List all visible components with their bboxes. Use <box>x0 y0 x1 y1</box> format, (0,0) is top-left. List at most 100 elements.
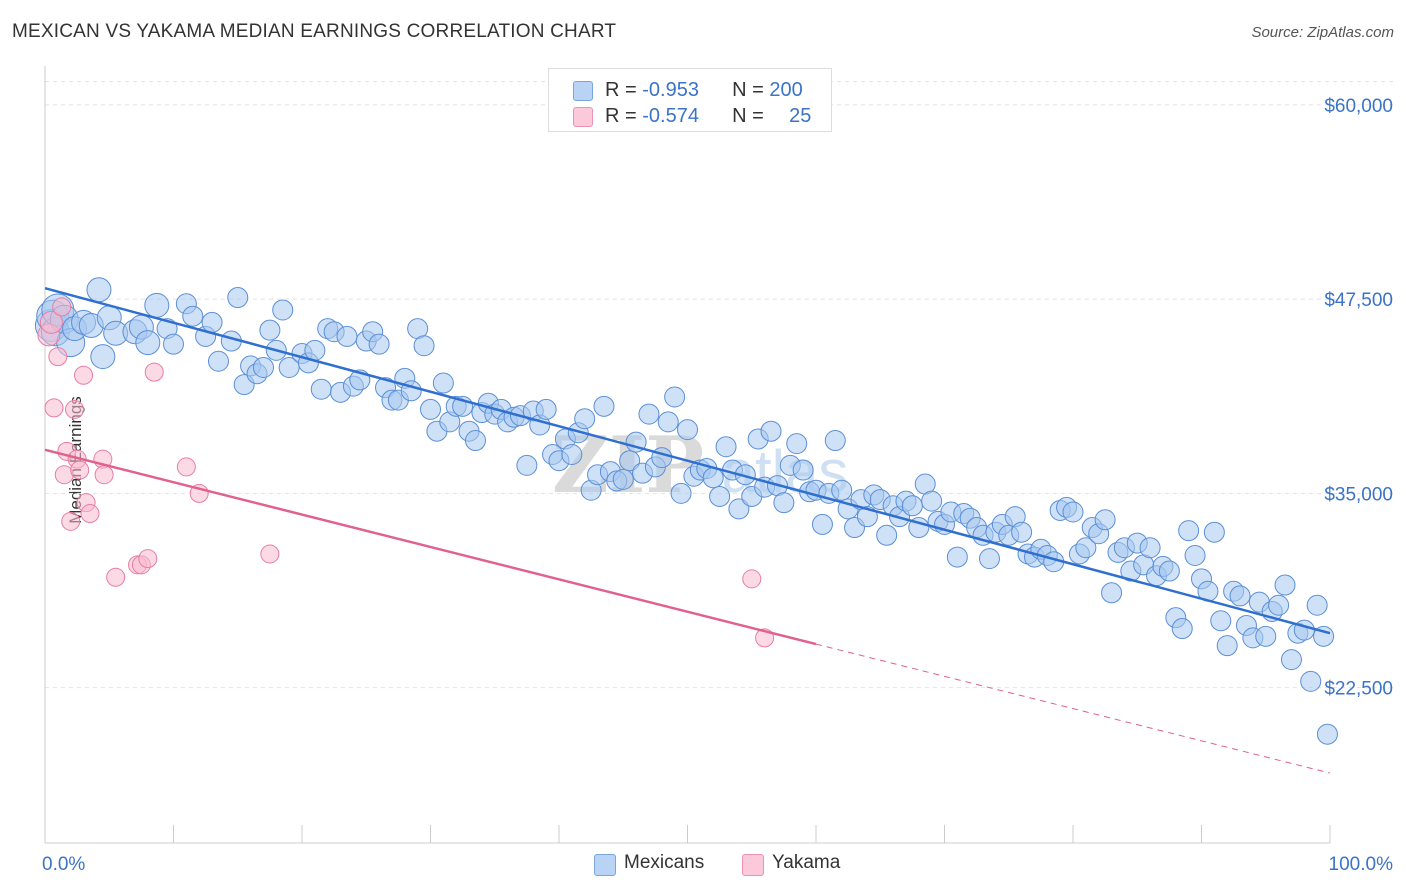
legend-mexicans-label: Mexicans <box>624 852 705 873</box>
yakama-point <box>80 504 100 524</box>
yakama-point <box>39 310 63 334</box>
mexicans-point <box>1280 649 1302 671</box>
mexicans-point <box>1306 594 1328 616</box>
mexicans-point <box>619 450 641 472</box>
yakama-point <box>144 362 164 382</box>
yakama-point <box>70 460 90 480</box>
mexicans-point <box>227 287 249 309</box>
mexicans-point <box>946 546 968 568</box>
mexicans-point <box>792 459 814 481</box>
mexicans-n-label: N = <box>732 79 770 101</box>
mexicans-point <box>773 492 795 514</box>
yakama-n-label: N = <box>732 105 770 127</box>
mexicans-point <box>728 498 750 520</box>
mexicans-r-value: -0.953 <box>642 79 699 101</box>
yakama-point <box>52 297 72 317</box>
mexicans-point <box>135 330 161 356</box>
mexicans-point <box>677 419 698 441</box>
y-tick-label: $35,000 <box>1324 484 1393 505</box>
mexicans-point <box>272 299 294 321</box>
mexicans-point <box>1171 618 1193 640</box>
y-tick-label: $22,500 <box>1324 679 1393 700</box>
legend-yakama-label: Yakama <box>772 852 841 873</box>
mexicans-point <box>921 490 943 512</box>
tick-labels: $22,500 $35,000 $47,500 $60,000 0.0% 100.0% <box>42 96 1393 875</box>
mexicans-point <box>336 325 358 347</box>
mexicans-point <box>715 436 737 458</box>
yakama-point <box>65 399 85 419</box>
mexicans-point <box>657 411 679 433</box>
mexicans-point <box>1210 610 1232 632</box>
mexicans-point <box>786 433 808 455</box>
yakama-point <box>44 398 64 418</box>
mexicans-point <box>1158 560 1180 582</box>
mexicans-point <box>1184 545 1206 567</box>
yakama-point <box>742 569 762 589</box>
mexicans-point <box>1216 635 1238 657</box>
mexicans-point <box>651 447 673 469</box>
yakama-point <box>48 347 68 367</box>
mexicans-point <box>612 468 634 490</box>
mexicans-point <box>201 311 223 333</box>
yakama-swatch <box>573 107 593 127</box>
mexicans-point <box>670 482 692 504</box>
mexicans-point <box>516 454 538 476</box>
y-tick-label: $60,000 <box>1324 96 1393 117</box>
mexicans-swatch <box>573 81 593 101</box>
mexicans-point <box>1300 670 1322 692</box>
stats-legend: R = -0.953 N = 200 R = -0.574 N = 25 <box>548 68 832 132</box>
mexicans-point <box>1094 509 1116 531</box>
mexicans-point <box>760 420 782 442</box>
trend-lines <box>44 287 1331 774</box>
yakama-point <box>61 511 81 531</box>
mexicans-point <box>420 398 441 420</box>
mexicans-point <box>709 485 731 507</box>
mexicans-point <box>638 403 660 425</box>
yakama-point <box>176 457 196 477</box>
mexicans-r-label: R = <box>605 79 643 101</box>
mexicans-point <box>432 372 454 394</box>
mexicans-point <box>144 292 170 318</box>
mexicans-point <box>1316 723 1338 745</box>
chart-source: Source: ZipAtlas.com <box>1251 24 1394 41</box>
yakama-point <box>260 544 280 564</box>
mexicans-point <box>901 495 923 517</box>
legend-yakama-swatch <box>742 854 764 876</box>
mexicans-point <box>163 333 184 355</box>
mexicans-point <box>1178 520 1200 542</box>
mexicans-trend-line <box>44 287 1331 635</box>
x-tick-label-max: 100.0% <box>1329 854 1394 875</box>
yakama-point <box>74 365 94 385</box>
yakama-r-label: R = <box>605 105 643 127</box>
mexicans-point <box>182 305 204 327</box>
mexicans-point <box>831 479 853 501</box>
y-tick-label: $47,500 <box>1324 290 1393 311</box>
mexicans-point <box>464 430 486 452</box>
mexicans-point <box>413 335 435 357</box>
mexicans-point <box>702 467 724 489</box>
mexicans-point <box>1229 585 1251 607</box>
yakama-trend-line <box>44 448 817 646</box>
mexicans-point <box>1075 537 1097 559</box>
mexicans-point <box>259 319 281 341</box>
chart-title: MEXICAN VS YAKAMA MEDIAN EARNINGS CORREL… <box>12 21 617 42</box>
yakama-point <box>106 567 126 587</box>
mexicans-point <box>811 513 833 535</box>
mexicans-point <box>90 344 116 370</box>
data-points <box>34 277 1338 745</box>
mexicans-point <box>207 350 229 372</box>
mexicans-point <box>664 386 686 408</box>
mexicans-point <box>1139 537 1161 559</box>
mexicans-point <box>535 398 557 420</box>
mexicans-point <box>310 378 332 400</box>
mexicans-point <box>856 506 878 528</box>
mexicans-point <box>876 524 898 546</box>
mexicans-point <box>252 356 274 378</box>
mexicans-point <box>1293 619 1315 641</box>
yakama-point <box>138 549 158 569</box>
axes <box>44 66 1331 844</box>
mexicans-point <box>978 548 1000 570</box>
mexicans-point <box>824 430 846 452</box>
yakama-n-value: 25 <box>789 105 812 127</box>
